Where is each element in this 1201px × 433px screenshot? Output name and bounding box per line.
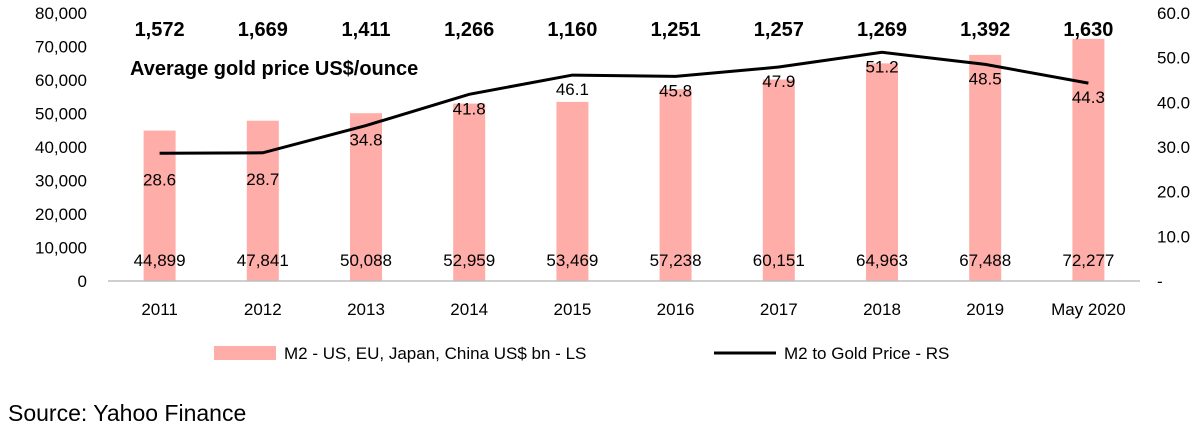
- gold-price-label: 1,266: [444, 19, 494, 41]
- left-tick-label: 50,000: [35, 105, 87, 124]
- ratio-label: 47.9: [762, 72, 795, 91]
- left-tick-label: 60,000: [35, 71, 87, 90]
- x-tick-label: 2012: [244, 300, 282, 319]
- left-axis: 0 10,000 20,000 30,000 40,000 50,000 60,000 70,…: [35, 4, 87, 291]
- bar: [350, 113, 382, 281]
- ratio-label: 48.5: [969, 69, 1002, 88]
- legend: M2 - US, EU, Japan, China US$ bn - LS M2…: [214, 344, 949, 363]
- left-tick-label: 0: [78, 272, 87, 291]
- x-tick-label: 2013: [347, 300, 385, 319]
- right-tick-label: 40.0: [1157, 93, 1190, 112]
- source-note: Source: Yahoo Finance: [8, 400, 247, 426]
- gold-price-label: 1,269: [857, 19, 907, 41]
- gold-price-label: 1,669: [238, 19, 288, 41]
- bar-value-label: 47,841: [237, 251, 289, 270]
- bar-value-label: 60,151: [753, 251, 805, 270]
- ratio-label: 46.1: [556, 80, 589, 99]
- bar-value-label: 52,959: [443, 251, 495, 270]
- bar-value-label: 44,899: [134, 251, 186, 270]
- ratio-label: 34.8: [349, 131, 382, 150]
- bar-value-label: 53,469: [546, 251, 598, 270]
- bar-value-label: 72,277: [1062, 251, 1114, 270]
- x-tick-label: 2017: [760, 300, 798, 319]
- left-tick-label: 20,000: [35, 205, 87, 224]
- bar: [556, 101, 589, 282]
- left-tick-label: 80,000: [35, 4, 87, 23]
- ratio-label: 28.7: [246, 170, 279, 189]
- x-tick-label: 2015: [553, 300, 591, 319]
- x-tick-label: May 2020: [1051, 300, 1126, 319]
- right-tick-label: 20.0: [1157, 183, 1190, 202]
- bar: [246, 120, 279, 281]
- chart-title: Average gold price US$/ounce: [130, 58, 418, 80]
- ratio-label: 45.8: [659, 81, 692, 100]
- x-tick-label: 2018: [863, 300, 901, 319]
- bar-value-label: 64,963: [856, 251, 908, 270]
- x-tick-label: 2011: [141, 300, 178, 319]
- right-tick-label: 50.0: [1157, 49, 1190, 68]
- left-tick-label: 70,000: [35, 38, 87, 57]
- left-tick-label: 10,000: [35, 239, 87, 258]
- right-axis: - 10.0 20.0 30.0 40.0 50.0 60.0: [1157, 4, 1190, 291]
- chart: 0 10,000 20,000 30,000 40,000 50,000 60,000 70,…: [35, 4, 1190, 363]
- x-tick-label: 2014: [450, 300, 488, 319]
- legend-bar-swatch: [214, 346, 276, 360]
- bar: [143, 130, 176, 281]
- gold-price-label: 1,251: [651, 19, 701, 41]
- legend-bar-label: M2 - US, EU, Japan, China US$ bn - LS: [284, 344, 586, 363]
- right-tick-label: 60.0: [1157, 4, 1190, 23]
- bar-value-labels: 44,899 47,841 50,088 52,959 53,469 57,238 60,1…: [134, 251, 1115, 270]
- ratio-label: 44.3: [1072, 88, 1105, 107]
- right-tick-label: -: [1157, 272, 1163, 291]
- x-axis-labels: 2011 2012 2013 2014 2015 2016 2017 2018 2019 May …: [141, 300, 1125, 319]
- bar: [969, 54, 1002, 282]
- bar: [659, 89, 692, 281]
- ratio-label: 51.2: [865, 57, 898, 76]
- x-tick-label: 2016: [657, 300, 695, 319]
- bar: [453, 103, 486, 282]
- gold-price-label: 1,160: [547, 19, 597, 41]
- bar: [1072, 38, 1105, 281]
- ratio-labels: 28.6 28.7 34.8 41.8 46.1 45.8 47.9 51.2 48.5 44.3: [143, 57, 1105, 189]
- bar: [866, 63, 898, 282]
- bar: [762, 79, 795, 282]
- legend-line-label: M2 to Gold Price - RS: [784, 344, 949, 363]
- gold-price-labels: 1,572 1,669 1,411 1,266 1,160 1,251 1,257 1,269…: [135, 19, 1114, 41]
- gold-price-label: 1,630: [1063, 19, 1113, 41]
- ratio-line: [159, 50, 1089, 155]
- left-tick-label: 30,000: [35, 172, 87, 191]
- gold-price-label: 1,392: [960, 19, 1010, 41]
- right-tick-label: 30.0: [1157, 138, 1190, 157]
- gold-price-label: 1,572: [135, 19, 185, 41]
- bar-value-label: 50,088: [340, 251, 392, 270]
- bar-series: [143, 38, 1105, 282]
- gold-price-label: 1,411: [342, 19, 391, 41]
- x-tick-label: 2019: [966, 300, 1004, 319]
- ratio-label: 28.6: [143, 170, 176, 189]
- right-tick-label: 10.0: [1157, 227, 1190, 246]
- left-tick-label: 40,000: [35, 138, 87, 157]
- ratio-label: 41.8: [453, 99, 486, 118]
- bar-value-label: 57,238: [650, 251, 702, 270]
- gold-price-label: 1,257: [754, 19, 804, 41]
- bar-value-label: 67,488: [959, 251, 1011, 270]
